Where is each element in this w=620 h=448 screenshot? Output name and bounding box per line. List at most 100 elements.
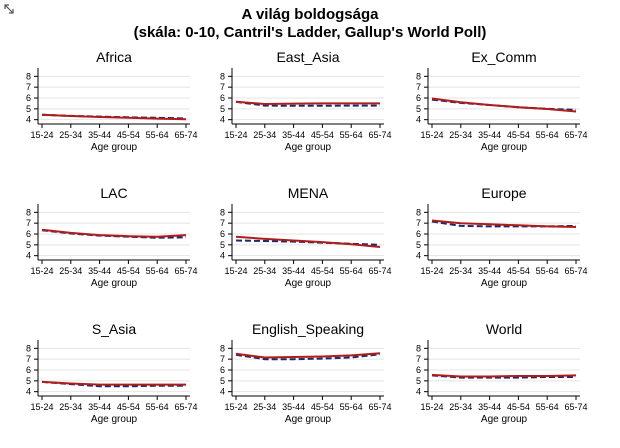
x-tick-label: 15-24 [420, 130, 443, 140]
y-tick-label: 5 [220, 104, 225, 114]
x-tick-label: 35-44 [478, 130, 501, 140]
y-tick-label: 7 [220, 82, 225, 92]
y-tick-label: 5 [416, 376, 421, 386]
x-tick-label: 25-34 [253, 402, 276, 412]
x-tick-label: 55-64 [536, 402, 559, 412]
x-tick-label: 55-64 [536, 130, 559, 140]
y-tick-label: 4 [26, 115, 31, 125]
y-tick-label: 4 [220, 387, 225, 397]
y-tick-label: 8 [26, 207, 31, 217]
y-tick-label: 4 [26, 387, 31, 397]
y-tick-label: 8 [26, 71, 31, 81]
x-tick-label: 15-24 [420, 402, 443, 412]
x-tick-label: 45-54 [311, 402, 334, 412]
x-tick-label: 65-74 [368, 402, 391, 412]
y-tick-label: 7 [416, 218, 421, 228]
y-tick-label: 6 [26, 93, 31, 103]
x-axis-title: Age group [285, 278, 332, 289]
y-tick-label: 8 [26, 343, 31, 353]
y-tick-label: 7 [416, 354, 421, 364]
y-tick-label: 5 [220, 240, 225, 250]
y-tick-label: 6 [416, 229, 421, 239]
solid-series-line [41, 228, 187, 238]
x-tick-label: 25-34 [449, 402, 472, 412]
x-tick-label: 65-74 [564, 130, 587, 140]
y-tick-label: 8 [416, 343, 421, 353]
chart-title: A világ boldogsága [241, 6, 379, 23]
x-tick-label: 15-24 [420, 266, 443, 276]
dashed-series-line [431, 374, 576, 379]
x-tick-label: 15-24 [224, 402, 247, 412]
y-tick-label: 6 [26, 229, 31, 239]
x-tick-label: 55-64 [146, 130, 169, 140]
x-tick-label: 45-54 [117, 402, 140, 412]
panel-title: Ex_Comm [471, 49, 536, 65]
resize-icon[interactable] [3, 3, 15, 15]
panel-title: S_Asia [92, 321, 137, 337]
x-tick-label: 45-54 [117, 130, 140, 140]
x-tick-label: 55-64 [146, 402, 169, 412]
y-tick-label: 5 [26, 240, 31, 250]
x-tick-label: 35-44 [88, 266, 111, 276]
y-tick-label: 6 [416, 93, 421, 103]
x-tick-label: 15-24 [30, 402, 53, 412]
x-tick-label: 55-64 [536, 266, 559, 276]
y-tick-label: 4 [220, 251, 225, 261]
panel-title: Africa [96, 49, 132, 65]
x-tick-label: 15-24 [224, 130, 247, 140]
y-tick-label: 8 [416, 71, 421, 81]
y-tick-label: 5 [416, 240, 421, 250]
y-tick-label: 8 [220, 207, 225, 217]
x-tick-label: 45-54 [507, 266, 530, 276]
y-tick-label: 7 [220, 218, 225, 228]
x-tick-label: 15-24 [224, 266, 247, 276]
panel-title: LAC [100, 185, 127, 201]
panel-title: English_Speaking [252, 321, 364, 337]
solid-series-line [235, 352, 381, 359]
y-tick-label: 6 [416, 365, 421, 375]
y-tick-label: 4 [26, 251, 31, 261]
y-tick-label: 7 [26, 218, 31, 228]
x-tick-label: 55-64 [340, 266, 363, 276]
solid-series-line [431, 373, 577, 378]
y-tick-label: 4 [416, 251, 421, 261]
x-tick-label: 55-64 [340, 130, 363, 140]
x-tick-label: 65-74 [564, 266, 587, 276]
panel-title: MENA [288, 185, 329, 201]
x-tick-label: 25-34 [59, 266, 82, 276]
y-tick-label: 7 [26, 354, 31, 364]
y-tick-label: 8 [220, 71, 225, 81]
x-tick-label: 35-44 [282, 402, 305, 412]
x-tick-label: 45-54 [507, 402, 530, 412]
x-tick-label: 65-74 [174, 130, 197, 140]
x-tick-label: 25-34 [59, 402, 82, 412]
x-tick-label: 55-64 [340, 402, 363, 412]
x-axis-title: Age group [91, 414, 138, 425]
x-tick-label: 55-64 [146, 266, 169, 276]
x-tick-label: 65-74 [174, 402, 197, 412]
x-axis-title: Age group [91, 142, 138, 153]
y-tick-label: 6 [220, 365, 225, 375]
x-tick-label: 65-74 [368, 130, 391, 140]
y-tick-label: 7 [26, 82, 31, 92]
dashed-series-line [41, 380, 186, 388]
solid-series-line [41, 380, 186, 386]
solid-series-line [235, 235, 381, 248]
x-tick-label: 35-44 [282, 130, 305, 140]
panel-title: Europe [481, 185, 526, 201]
x-tick-label: 25-34 [449, 266, 472, 276]
chart-subtitle: (skála: 0-10, Cantril's Ladder, Gallup's… [133, 24, 487, 41]
dashed-series-line [235, 353, 381, 361]
x-tick-label: 15-24 [30, 266, 53, 276]
x-tick-label: 15-24 [30, 130, 53, 140]
x-tick-label: 35-44 [88, 130, 111, 140]
y-tick-label: 5 [26, 104, 31, 114]
y-tick-label: 4 [416, 115, 421, 125]
